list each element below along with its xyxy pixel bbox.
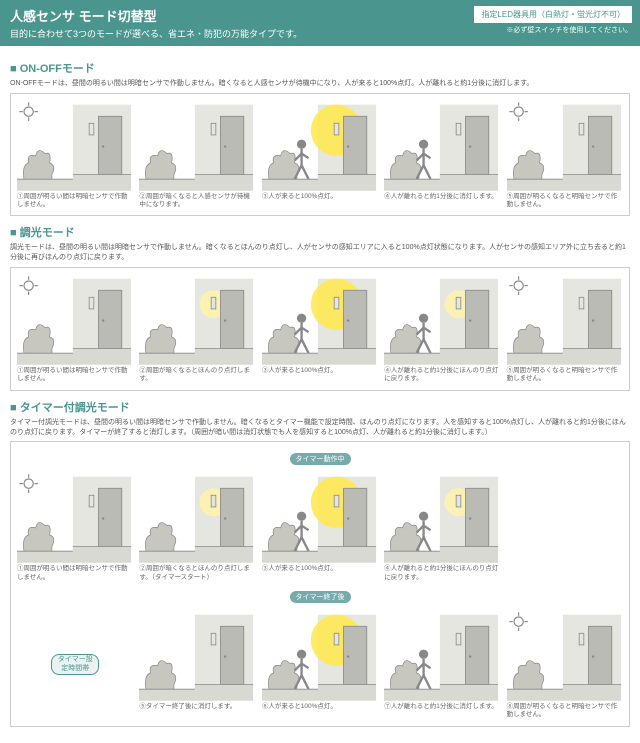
scene-illustration [262, 610, 378, 701]
panel-caption: ⑥人が来ると100%点灯。 [262, 703, 378, 719]
panel-caption: ②周囲が暗くなるとほんのり点灯します。（タイマースタート） [139, 565, 255, 582]
scene-illustration [262, 274, 378, 365]
scene-panel: ⑥人が来ると100%点灯。 [262, 610, 378, 720]
mode-panels-box: タイマー動作中 ①周囲が明るい間は明暗センサで作動しません。 ②周囲が暗くなると… [10, 441, 630, 726]
scene-panel: ①周囲が明るい間は明暗センサで作動しません。 [17, 472, 133, 582]
scene-illustration [384, 610, 500, 701]
panel-caption: ③人が来ると100%点灯。 [262, 565, 378, 581]
badge-wrap: 指定LED器具用（白熱灯・蛍光灯不可） ※必ず壁スイッチを使用してください。 [474, 4, 632, 35]
scene-illustration [17, 274, 133, 365]
panel-caption: ⑤周囲が明るくなると明暗センサで作動しません。 [507, 367, 623, 384]
led-badge: 指定LED器具用（白熱灯・蛍光灯不可） [474, 6, 632, 23]
scene-panel: ④人が離れると約1分後にほんのり点灯に戻ります。 [384, 472, 500, 582]
mode-panels-box: ①周囲が明るい間は明暗センサで作動しません。 ②周囲が暗くなるとほんのり点灯しま… [10, 267, 630, 391]
panel-caption: ④人が離れると約1分後に消灯します。 [384, 193, 500, 209]
mode-section: タイマー付調光モードタイマー付調光モードは、昼間の明るい間は明暗センサで作動しま… [10, 399, 630, 727]
scene-panel: ③人が来ると100%点灯。 [262, 100, 378, 210]
timer-pill: タイマー設定時間帯 [51, 654, 99, 675]
scene-illustration [507, 610, 623, 701]
scene-illustration [384, 274, 500, 365]
scene-panel: ⑧周囲が明るくなると明暗センサで作動しません。 [507, 610, 623, 720]
panel-caption: ①周囲が明るい間は明暗センサで作動しません。 [17, 565, 133, 582]
mode-section: 調光モード調光モードは、昼間の明るい間は明暗センサで作動しません。暗くなるとほん… [10, 224, 630, 390]
scene-illustration [17, 100, 133, 191]
mode-title: ON-OFFモード [10, 60, 630, 76]
scene-illustration [507, 100, 623, 191]
scene-panel: ⑦人が離れると約1分後に消灯します。 [384, 610, 500, 720]
scene-panel: ⑤周囲が明るくなると明暗センサで作動しません。 [507, 274, 623, 384]
scene-illustration [139, 610, 255, 701]
scene-panel: ②周囲が暗くなるとほんのり点灯します。 [139, 274, 255, 384]
badge-note: ※必ず壁スイッチを使用してください。 [474, 25, 632, 35]
scene-illustration [262, 100, 378, 191]
panel-caption: ④人が離れると約1分後にほんのり点灯に戻ります。 [384, 565, 500, 582]
scene-panel: ⑤タイマー終了後に消灯します。 [139, 610, 255, 720]
mode-desc: ON-OFFモードは、昼間の明るい間は明暗センサで作動しません。暗くなると人感セ… [10, 79, 630, 89]
mode-desc: タイマー付調光モードは、昼間の明るい間は明暗センサで作動しません。暗くなるとタイ… [10, 418, 630, 438]
scene-illustration [17, 472, 133, 563]
panel-caption: ④人が離れると約1分後にほんのり点灯に戻ります。 [384, 367, 500, 384]
mode-section: ON-OFFモード ON-OFFモードは、昼間の明るい間は明暗センサで作動しません… [10, 60, 630, 216]
scene-panel: ③人が来ると100%点灯。 [262, 274, 378, 384]
scene-illustration [384, 100, 500, 191]
scene-panel: ②周囲が暗くなると人感センサが待機中になります。 [139, 100, 255, 210]
mode-panels-box: ①周囲が明るい間は明暗センサで作動しません。 ②周囲が暗くなると人感センサが待機… [10, 93, 630, 217]
scene-illustration [384, 472, 500, 563]
scene-panel: ④人が離れると約1分後にほんのり点灯に戻ります。 [384, 274, 500, 384]
panel-caption: ①周囲が明るい間は明暗センサで作動しません。 [17, 193, 133, 210]
scene-panel: ①周囲が明るい間は明暗センサで作動しません。 [17, 100, 133, 210]
scene-panel: ⑤周囲が明るくなると明暗センサで作動しません。 [507, 100, 623, 210]
mode-title: 調光モード [10, 224, 630, 240]
scene-panel: ③人が来ると100%点灯。 [262, 472, 378, 582]
scene-illustration [507, 274, 623, 365]
panel-caption: ①周囲が明るい間は明暗センサで作動しません。 [17, 367, 133, 384]
mode-desc: 調光モードは、昼間の明るい間は明暗センサで作動しません。暗くなるとほんのり点灯し… [10, 243, 630, 263]
panel-caption: ③人が来ると100%点灯。 [262, 193, 378, 209]
panel-caption: ⑦人が離れると約1分後に消灯します。 [384, 703, 500, 719]
mode-title: タイマー付調光モード [10, 399, 630, 415]
timer-row-label: タイマー動作中 [290, 453, 351, 465]
header: 人感センサ モード切替型 目的に合わせて3つのモードが選べる、省エネ・防犯の万能… [0, 0, 640, 46]
scene-panel: ②周囲が暗くなるとほんのり点灯します。（タイマースタート） [139, 472, 255, 582]
scene-illustration [139, 274, 255, 365]
scene-panel: ①周囲が明るい間は明暗センサで作動しません。 [17, 274, 133, 384]
scene-illustration [139, 472, 255, 563]
panel-caption: ⑧周囲が明るくなると明暗センサで作動しません。 [507, 703, 623, 720]
panel-caption: ⑤周囲が明るくなると明暗センサで作動しません。 [507, 193, 623, 210]
scene-panel: ④人が離れると約1分後に消灯します。 [384, 100, 500, 210]
scene-illustration [262, 472, 378, 563]
scene-illustration [139, 100, 255, 191]
panel-caption: ②周囲が暗くなると人感センサが待機中になります。 [139, 193, 255, 210]
panel-caption: ③人が来ると100%点灯。 [262, 367, 378, 383]
panel-caption: ②周囲が暗くなるとほんのり点灯します。 [139, 367, 255, 384]
timer-row-label: タイマー終了後 [290, 591, 351, 603]
panel-caption: ⑤タイマー終了後に消灯します。 [139, 703, 255, 719]
content: ON-OFFモード ON-OFFモードは、昼間の明るい間は明暗センサで作動しません… [0, 46, 640, 743]
